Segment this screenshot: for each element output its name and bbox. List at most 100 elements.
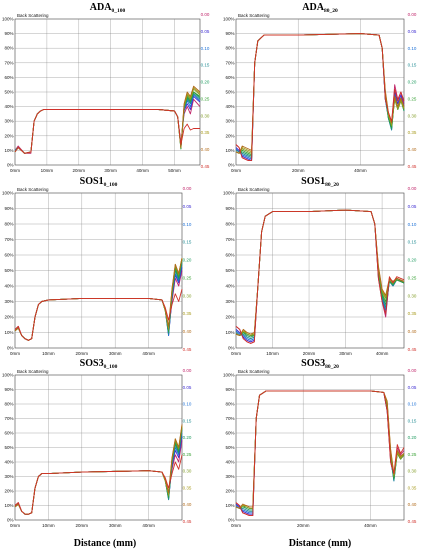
chart-panel: SOS30_100 Back Scattering 0% 10% 20% 30% 40% 50… <box>2 358 192 528</box>
chart-title: SOS10_100 <box>80 176 118 188</box>
legend-entry: 0.45 <box>183 519 192 524</box>
x-tick-label: 0mm <box>10 351 20 356</box>
legend-entry: 0.30 <box>408 293 417 298</box>
chart-title-main: SOS1 <box>301 176 325 187</box>
y-tick-label: 70% <box>225 416 234 421</box>
legend-entry: 0.40 <box>408 329 417 334</box>
legend-entry: 0.25 <box>201 96 210 101</box>
legend-entry: 0.15 <box>408 418 417 423</box>
chart-panel: ADA0_100 Back Scattering 0% 10% 20% 30% 40% 50%… <box>2 2 210 173</box>
legend-entry: 0.40 <box>201 147 210 152</box>
y-tick-label: 40% <box>4 284 13 289</box>
y-tick-label: 90% <box>4 387 13 392</box>
y-tick-label: 60% <box>4 431 13 436</box>
y-tick-label: 100% <box>2 373 14 378</box>
y-tick-label: 0% <box>7 163 14 168</box>
y-tick-label: 70% <box>4 237 13 242</box>
y-tick-label: 0% <box>7 518 14 523</box>
y-tick-label: 60% <box>4 75 13 80</box>
legend-entry: 0.20 <box>201 80 210 85</box>
legend-entry: 0.25 <box>183 452 192 457</box>
y-tick-label: 70% <box>4 416 13 421</box>
y-tick-label: 60% <box>225 431 234 436</box>
legend-entry: 0.05 <box>183 204 192 209</box>
legend-entry: 0.25 <box>408 96 417 101</box>
chart-panel: SOS10_100 Back Scattering 0% 10% 20% 30% 40% 50… <box>2 176 192 356</box>
chart-panel: SOS180_20 Back Scattering 0% 10% 20% 30% 40% 50… <box>223 176 417 356</box>
y-tick-label: 10% <box>225 148 234 153</box>
legend-entry: 0.45 <box>201 164 210 169</box>
y-tick-label: 40% <box>225 104 234 109</box>
legend-entry: 0.00 <box>183 186 192 191</box>
y-tick-label: 40% <box>225 284 234 289</box>
legend-entry: 0.20 <box>183 435 192 440</box>
y-tick-label: 80% <box>4 402 13 407</box>
y-tick-label: 100% <box>223 17 235 22</box>
y-tick-label: 90% <box>225 31 234 36</box>
x-tick-label: 0mm <box>231 168 241 173</box>
legend-entry: 0.35 <box>408 485 417 490</box>
chart-title-sub: 0_100 <box>104 364 118 370</box>
y-tick-label: 40% <box>4 104 13 109</box>
y-tick-label: 20% <box>225 315 234 320</box>
chart-title: ADA80_20 <box>302 2 338 14</box>
chart-title-sub: 0_100 <box>111 8 125 14</box>
chart-title-main: SOS3 <box>301 358 325 369</box>
chart-title-sub: 80_20 <box>325 364 339 370</box>
y-tick-label: 100% <box>223 373 235 378</box>
y-tick-label: 50% <box>225 268 234 273</box>
legend-entry: 0.10 <box>408 222 417 227</box>
x-tick-label: 20mm <box>303 351 316 356</box>
x-tick-label: 10mm <box>41 168 54 173</box>
x-tick-label: 50mm <box>168 168 181 173</box>
x-tick-label: 20mm <box>297 523 310 528</box>
legend-entry: 0.35 <box>201 130 210 135</box>
chart-title: SOS30_100 <box>80 358 118 370</box>
legend-entry: 0.05 <box>408 29 417 34</box>
y-tick-label: 70% <box>225 237 234 242</box>
x-axis-label-right: Distance (mm) <box>289 538 351 549</box>
legend-entry: 0.40 <box>183 329 192 334</box>
y-tick-label: 100% <box>2 17 14 22</box>
legend-entry: 0.15 <box>408 63 417 68</box>
panel-label: Back Scattering <box>17 187 49 192</box>
legend-entry: 0.10 <box>201 46 210 51</box>
x-tick-label: 40mm <box>376 351 389 356</box>
panel-label: Back Scattering <box>238 13 270 18</box>
y-tick-label: 0% <box>7 346 14 351</box>
y-tick-label: 60% <box>4 253 13 258</box>
y-tick-label: 10% <box>4 503 13 508</box>
y-tick-label: 40% <box>4 460 13 465</box>
legend-entry: 0.25 <box>408 275 417 280</box>
y-tick-label: 0% <box>228 163 235 168</box>
legend-entry: 0.15 <box>201 63 210 68</box>
chart-title-sub: 0_100 <box>104 182 118 188</box>
legend-entry: 0.25 <box>183 275 192 280</box>
legend-entry: 0.00 <box>408 186 417 191</box>
y-tick-label: 70% <box>4 60 13 65</box>
y-tick-label: 20% <box>225 489 234 494</box>
x-tick-label: 30mm <box>339 351 352 356</box>
x-tick-label: 20mm <box>76 523 89 528</box>
y-tick-label: 80% <box>4 46 13 51</box>
chart-title-sub: 80_20 <box>325 182 339 188</box>
legend-entry: 0.20 <box>408 258 417 263</box>
x-tick-label: 30mm <box>109 351 122 356</box>
x-tick-label: 40mm <box>136 168 149 173</box>
legend-entry: 0.20 <box>408 435 417 440</box>
y-tick-label: 60% <box>225 75 234 80</box>
legend-entry: 0.30 <box>183 469 192 474</box>
legend-entry: 0.45 <box>183 347 192 352</box>
x-tick-label: 40mm <box>142 523 155 528</box>
y-tick-label: 100% <box>223 191 235 196</box>
y-tick-label: 90% <box>225 387 234 392</box>
chart-title: SOS180_20 <box>301 176 339 188</box>
legend-entry: 0.35 <box>408 311 417 316</box>
legend-entry: 0.05 <box>408 385 417 390</box>
y-tick-label: 80% <box>225 222 234 227</box>
legend-entry: 0.40 <box>183 502 192 507</box>
y-tick-label: 30% <box>4 299 13 304</box>
y-tick-label: 50% <box>4 90 13 95</box>
y-tick-label: 90% <box>4 206 13 211</box>
